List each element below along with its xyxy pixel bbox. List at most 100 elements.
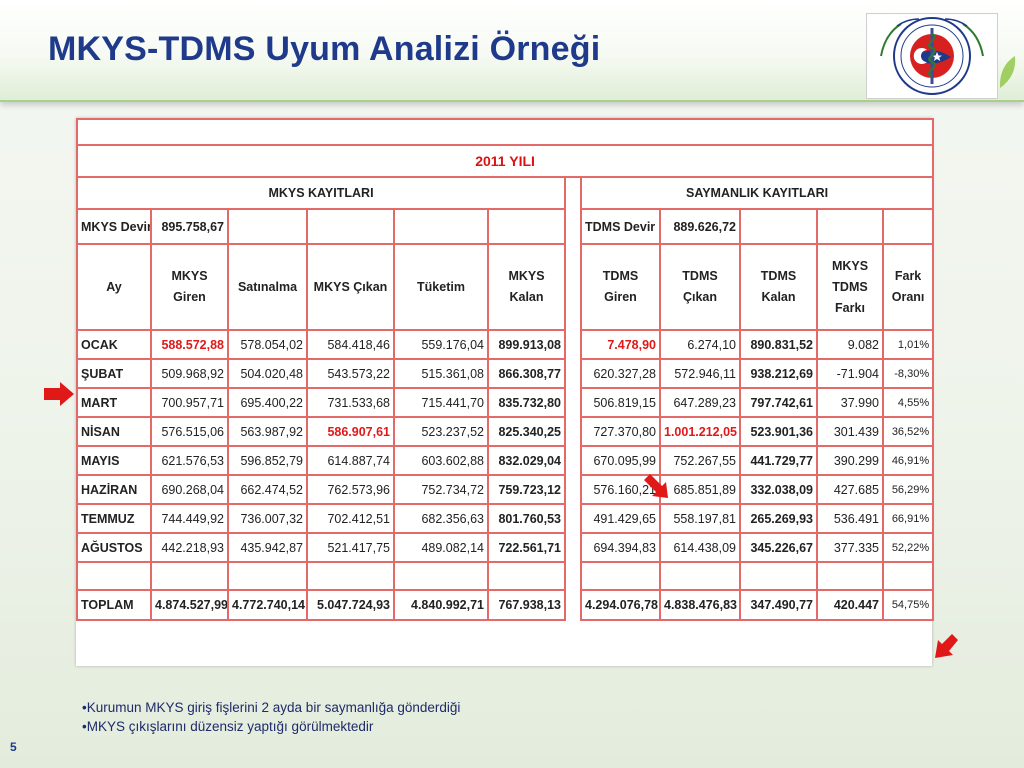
- cell-mkys-cikan: 521.417,75: [306, 532, 395, 563]
- cell-mkys-cikan: 702.412,51: [306, 503, 395, 534]
- cell-mkys-kalan: 801.760,53: [487, 503, 566, 534]
- cell-tuketim: 489.082,14: [393, 532, 489, 563]
- cell-tdms-kalan: 265.269,93: [739, 503, 818, 534]
- total-mkys-giren: 4.874.527,99: [150, 589, 229, 621]
- note-item: •MKYS çıkışlarını düzensiz yaptığı görül…: [82, 719, 374, 734]
- cell-tdms-cikan: 647.289,23: [659, 387, 741, 418]
- header-tdms-farki: MKYS TDMS Farkı: [816, 243, 884, 331]
- header-satinalma: Satınalma: [227, 243, 308, 331]
- ministry-logo: [866, 13, 998, 99]
- cell-mkys-kalan: 899.913,08: [487, 329, 566, 360]
- cell-tdms-giren: 694.394,83: [580, 532, 661, 563]
- cell-satinalma: 662.474,52: [227, 474, 308, 505]
- cell-satinalma: 435.942,87: [227, 532, 308, 563]
- cell-tuketim: 515.361,08: [393, 358, 489, 389]
- page-number: 5: [10, 740, 17, 754]
- tdms-devir-value: 889.626,72: [659, 208, 741, 245]
- total-mkys-cikan: 5.047.724,93: [306, 589, 395, 621]
- cell-satinalma: 596.852,79: [227, 445, 308, 476]
- cell-mkys-giren: 576.515,06: [150, 416, 229, 447]
- cell-tdms-kalan: 797.742,61: [739, 387, 818, 418]
- total-satinalma: 4.772.740,14: [227, 589, 308, 621]
- devir-row: MKYS Devir 895.758,67 TDMS Devir 889.626…: [76, 208, 935, 245]
- section-saymanlik-kayitlari: SAYMANLIK KAYITLARI: [579, 176, 935, 210]
- table-row: MAYIS 621.576,53 596.852,79 614.887,74 603.6…: [76, 445, 935, 476]
- cell-tdms-kalan: 345.226,67: [739, 532, 818, 563]
- cell-mkys-giren: 442.218,93: [150, 532, 229, 563]
- cell-tuketim: 523.237,52: [393, 416, 489, 447]
- cell-oran: 1,01%: [881, 329, 935, 360]
- cell-fark: 427.685: [816, 474, 884, 505]
- cell-mkys-cikan: 762.573,96: [306, 474, 395, 505]
- cell-mkys-kalan: 832.029,04: [487, 445, 566, 476]
- table-row: HAZİRAN 690.268,04 662.474,52 762.573,96 752…: [76, 474, 935, 505]
- cell-oran: 52,22%: [881, 532, 935, 563]
- cell-satinalma: 578.054,02: [227, 329, 308, 360]
- month-cell: TEMMUZ: [76, 503, 152, 534]
- month-cell: HAZİRAN: [76, 474, 152, 505]
- cell-tdms-giren: 670.095,99: [580, 445, 661, 476]
- cell-tdms-cikan: 614.438,09: [659, 532, 741, 563]
- cell-tuketim: 682.356,63: [393, 503, 489, 534]
- cell-oran: 46,91%: [881, 445, 935, 476]
- cell-satinalma: 563.987,92: [227, 416, 308, 447]
- month-cell: MART: [76, 387, 152, 418]
- total-tdms-giren: 4.294.076,78: [580, 589, 661, 621]
- table-row: OCAK 588.572,88 578.054,02 584.418,46 559.17…: [76, 329, 935, 360]
- header-mkys-giren: MKYS Giren: [150, 243, 229, 331]
- cell-tdms-kalan: 523.901,36: [739, 416, 818, 447]
- cell-tdms-giren: 620.327,28: [580, 358, 661, 389]
- total-row: TOPLAM 4.874.527,99 4.772.740,14 5.047.7…: [76, 589, 935, 621]
- cell-mkys-kalan: 866.308,77: [487, 358, 566, 389]
- year-title: 2011 YILI: [75, 144, 935, 178]
- header-tdms-cikan: TDMS Çıkan: [659, 243, 741, 331]
- table-row: TEMMUZ 744.449,92 736.007,32 702.412,51 682.…: [76, 503, 935, 534]
- cell-tuketim: 559.176,04: [393, 329, 489, 360]
- year-row: 2011 YILI: [75, 144, 935, 178]
- spreadsheet-image: 2011 YILI MKYS KAYITLARI SAYMANLIK KAYIT…: [75, 118, 935, 666]
- cell-tdms-cikan: 752.267,55: [659, 445, 741, 476]
- cell-mkys-kalan: 759.723,12: [487, 474, 566, 505]
- cell-fark: 301.439: [816, 416, 884, 447]
- slide-header: MKYS-TDMS Uyum Analizi Örneği: [0, 0, 1024, 102]
- cell-tdms-giren: 7.478,90: [580, 329, 661, 360]
- leaf-decoration-icon: [999, 56, 1016, 88]
- cell-tdms-giren: 506.819,15: [580, 387, 661, 418]
- month-cell: NİSAN: [76, 416, 152, 447]
- cell-tdms-kalan: 332.038,09: [739, 474, 818, 505]
- cell-oran: 4,55%: [881, 387, 935, 418]
- data-rows: OCAK 588.572,88 578.054,02 584.418,46 559.17…: [76, 329, 935, 563]
- blank-top-row: [75, 118, 935, 146]
- cell-mkys-cikan: 731.533,68: [306, 387, 395, 418]
- total-label: TOPLAM: [76, 589, 152, 621]
- month-cell: OCAK: [76, 329, 152, 360]
- table-row: AĞUSTOS 442.218,93 435.942,87 521.417,75 489…: [76, 532, 935, 563]
- cell-tuketim: 715.441,70: [393, 387, 489, 418]
- cell-oran: 66,91%: [881, 503, 935, 534]
- arrow-diagonal-down-left-icon: [935, 634, 958, 658]
- blank-spacer-row: [76, 561, 935, 591]
- cell-mkys-giren: 509.968,92: [150, 358, 229, 389]
- total-mkys-kalan: 767.938,13: [487, 589, 566, 621]
- total-tdms-cikan: 4.838.476,83: [659, 589, 741, 621]
- month-cell: AĞUSTOS: [76, 532, 152, 563]
- cell-fark: 536.491: [816, 503, 884, 534]
- cell-mkys-kalan: 722.561,71: [487, 532, 566, 563]
- cell-satinalma: 736.007,32: [227, 503, 308, 534]
- cell-tdms-cikan: 6.274,10: [659, 329, 741, 360]
- cell-oran: 56,29%: [881, 474, 935, 505]
- cell-mkys-kalan: 825.340,25: [487, 416, 566, 447]
- cell-tdms-kalan: 441.729,77: [739, 445, 818, 476]
- header-ay: Ay: [76, 243, 152, 331]
- section-header-row: MKYS KAYITLARI SAYMANLIK KAYITLARI: [76, 176, 935, 210]
- header-mkys-kalan: MKYS Kalan: [487, 243, 566, 331]
- note-item: •Kurumun MKYS giriş fişlerini 2 ayda bir…: [82, 700, 461, 715]
- cell-mkys-giren: 690.268,04: [150, 474, 229, 505]
- cell-tdms-cikan: 558.197,81: [659, 503, 741, 534]
- cell-tdms-giren: 491.429,65: [580, 503, 661, 534]
- cell-mkys-giren: 588.572,88: [150, 329, 229, 360]
- header-tdms-kalan: TDMS Kalan: [739, 243, 818, 331]
- cell-tuketim: 752.734,72: [393, 474, 489, 505]
- cell-tuketim: 603.602,88: [393, 445, 489, 476]
- month-cell: ŞUBAT: [76, 358, 152, 389]
